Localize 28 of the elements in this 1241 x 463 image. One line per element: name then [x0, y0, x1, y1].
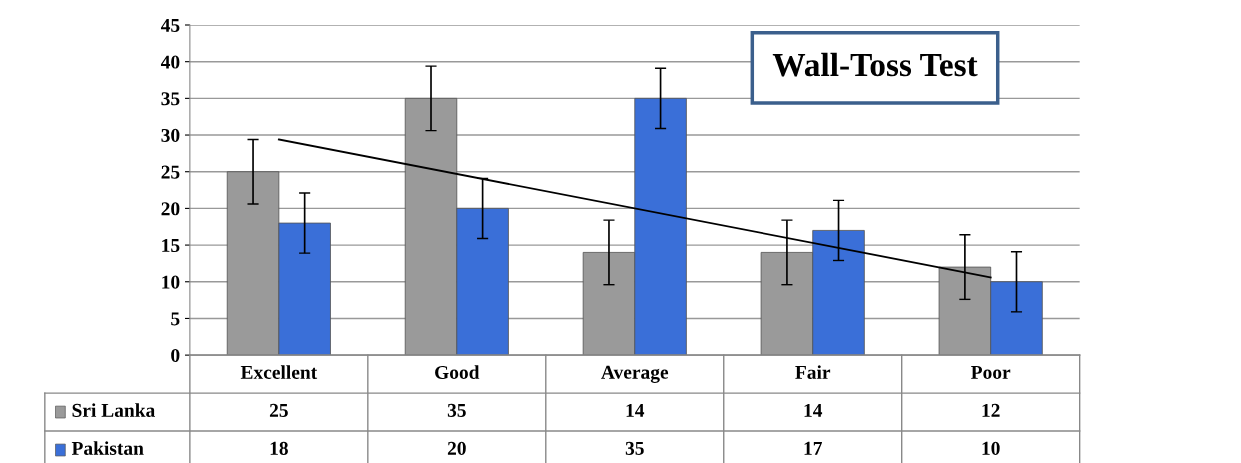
- data-label: 14: [626, 403, 645, 417]
- data-label: 14: [804, 403, 823, 417]
- data-label: 10: [982, 441, 1000, 455]
- y-tick-label: 5: [171, 312, 180, 326]
- data-label: 25: [269, 403, 288, 417]
- data-label: 12: [982, 403, 1000, 417]
- data-label: 20: [447, 441, 466, 455]
- x-tick-label: Excellent: [240, 365, 318, 379]
- text: Wall-Toss Test: [772, 52, 978, 77]
- y-tick-label: 25: [161, 165, 180, 179]
- y-tick-label: 20: [161, 202, 180, 216]
- data-label: 17: [804, 441, 822, 455]
- x-tick-label: Poor: [971, 366, 1011, 379]
- legend-label: Pakistan: [71, 441, 144, 455]
- y-tick-label: 15: [162, 238, 180, 253]
- x-tick-label: Good: [435, 365, 480, 379]
- y-tick-label: 10: [162, 275, 180, 289]
- y-tick-label: 40: [160, 55, 180, 69]
- data-label: 35: [447, 403, 466, 417]
- legend-label: Sri Lanka: [72, 403, 155, 417]
- data-label: 18: [270, 441, 288, 455]
- x-tick-label: Fair: [795, 365, 831, 379]
- y-tick-label: 30: [161, 128, 180, 142]
- y-tick-label: 0: [171, 348, 180, 363]
- data-label: 35: [625, 441, 644, 455]
- y-tick-label: 45: [160, 18, 180, 32]
- x-tick-label: Average: [601, 365, 669, 383]
- y-tick-label: 35: [161, 92, 180, 106]
